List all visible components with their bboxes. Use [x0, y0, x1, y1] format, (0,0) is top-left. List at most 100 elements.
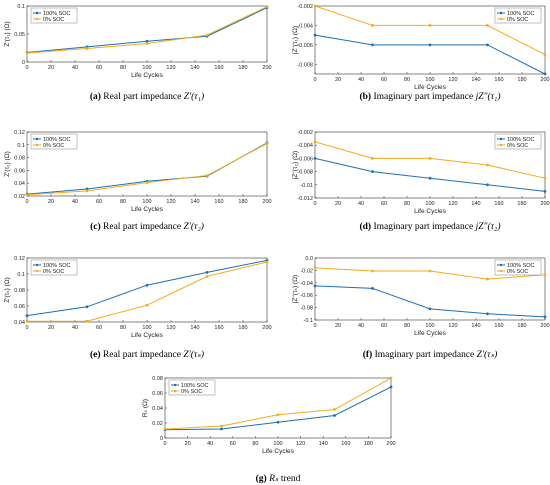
x-tick-label: 80	[404, 77, 410, 83]
x-tick-label: 140	[190, 325, 199, 331]
data-point	[543, 53, 547, 56]
y-axis-label: Z'(τₛ) (Ω)	[4, 277, 11, 303]
x-tick-label: 180	[364, 441, 373, 447]
x-axis-label: Life Cycles	[414, 330, 447, 337]
x-tick-label: 160	[341, 441, 350, 447]
series-line-soc100	[26, 142, 268, 195]
legend-label: 0% SOC	[43, 17, 64, 23]
data-point	[313, 4, 317, 8]
x-tick-label: 60	[381, 201, 387, 207]
legend-label: 0% SOC	[507, 269, 528, 275]
x-tick-label: 20	[48, 199, 54, 205]
y-tick-label: -0.006	[297, 43, 313, 49]
data-point	[145, 39, 149, 43]
data-point	[163, 427, 167, 431]
x-tick-label: 100	[425, 323, 434, 329]
data-point	[428, 43, 432, 47]
series-line-soc100	[314, 285, 546, 318]
subfigure-caption: (a) Real part impedance Z′(τ₁)	[90, 91, 204, 102]
data-point	[85, 47, 89, 50]
subfigure-caption: (b) Imaginary part impedance jZ″(τ₁)	[359, 91, 500, 102]
x-tick-label: 160	[494, 201, 503, 207]
x-tick-label: 200	[262, 199, 271, 205]
chart-e: 0 20 40 60 80 100 120 140 160 180 200 0.04 0.06 0.08 0…	[4, 256, 272, 360]
x-tick-label: 0	[163, 441, 166, 447]
x-tick-label: 60	[96, 325, 102, 331]
x-axis-label: Life Cycles	[131, 332, 164, 339]
y-tick-label: 0	[22, 60, 25, 66]
data-point	[313, 140, 317, 144]
x-tick-label: 20	[335, 77, 341, 83]
series-line-soc100	[314, 34, 546, 75]
x-tick-label: 20	[335, 201, 341, 207]
data-point	[486, 24, 489, 27]
y-tick-label: 0.08	[152, 376, 163, 382]
x-tick-label: 120	[448, 201, 457, 207]
y-tick-label: 0.04	[14, 320, 25, 326]
legend-marker	[173, 383, 177, 387]
x-tick-label: 40	[358, 201, 364, 207]
legend-label: 100% SOC	[181, 383, 209, 389]
y-tick-label: -0.006	[297, 156, 313, 162]
data-point	[145, 283, 149, 287]
y-axis-label: Rₛ (Ω)	[142, 399, 149, 417]
x-tick-label: 80	[120, 65, 126, 71]
data-point	[543, 273, 547, 277]
y-tick-label: -0.06	[300, 293, 313, 299]
x-tick-label: 100	[425, 77, 434, 83]
data-point	[371, 43, 374, 47]
data-point	[276, 420, 280, 424]
data-point	[389, 376, 393, 380]
data-point	[486, 312, 489, 316]
data-point	[428, 269, 432, 273]
y-tick-label: 0.1	[17, 272, 25, 278]
data-point	[25, 51, 29, 55]
x-tick-label: 160	[494, 77, 503, 83]
data-point	[313, 284, 317, 288]
x-tick-label: 0	[313, 323, 316, 329]
data-point	[313, 157, 317, 160]
chart-f: 0 20 40 60 80 100 120 140 160 180 200 0.0 -0.02 -0.04…	[292, 256, 550, 360]
x-tick-label: 0	[25, 65, 28, 71]
chart-a: 0 20 40 60 80 100 120 140 160 180 200 0 0.05 0.1 Life …	[4, 4, 272, 102]
legend-label: 0% SOC	[507, 17, 528, 23]
x-tick-label: 180	[517, 201, 526, 207]
y-tick-label: 0.1	[17, 143, 25, 149]
x-tick-label: 100	[142, 199, 151, 205]
data-point	[205, 33, 209, 37]
legend-marker	[35, 269, 39, 273]
subfigure-caption: (e) Real part impedance Z′(τₛ)	[90, 349, 204, 360]
x-tick-label: 40	[72, 65, 78, 71]
data-point	[205, 174, 209, 177]
y-tick-label: -0.04	[300, 281, 313, 287]
y-axis-label: jZ''(τ₂) (Ω)	[292, 151, 299, 180]
data-point	[543, 190, 547, 193]
x-tick-label: 100	[273, 441, 282, 447]
x-tick-label: 40	[207, 441, 213, 447]
x-tick-label: 180	[517, 323, 526, 329]
legend-marker	[499, 137, 503, 141]
y-tick-label: 0.06	[152, 391, 163, 397]
x-axis-label: Life Cycles	[131, 72, 164, 79]
legend-marker	[499, 17, 503, 21]
y-tick-label: 0.06	[14, 168, 25, 174]
subfigure-caption: (d) Imaginary part impedance jZ″(τ₂)	[359, 221, 500, 232]
legend-marker	[499, 11, 503, 15]
series-line-soc0	[26, 143, 268, 196]
x-tick-label: 200	[262, 325, 271, 331]
x-tick-label: 20	[185, 441, 191, 447]
y-tick-label: 0.1	[17, 4, 25, 10]
data-point	[85, 189, 89, 193]
y-axis-label: Z'(τ₁) (Ω)	[4, 21, 11, 46]
legend-label: 0% SOC	[43, 269, 64, 275]
chart-d: 0 20 40 60 80 100 120 140 160 180 200 -0.002 -0.004 -…	[292, 130, 550, 232]
x-tick-label: 140	[190, 65, 199, 71]
x-tick-label: 200	[262, 65, 271, 71]
x-tick-label: 80	[120, 199, 126, 205]
y-tick-label: 0.12	[14, 256, 25, 262]
x-tick-label: 120	[166, 65, 175, 71]
y-tick-label: -0.02	[300, 268, 313, 274]
